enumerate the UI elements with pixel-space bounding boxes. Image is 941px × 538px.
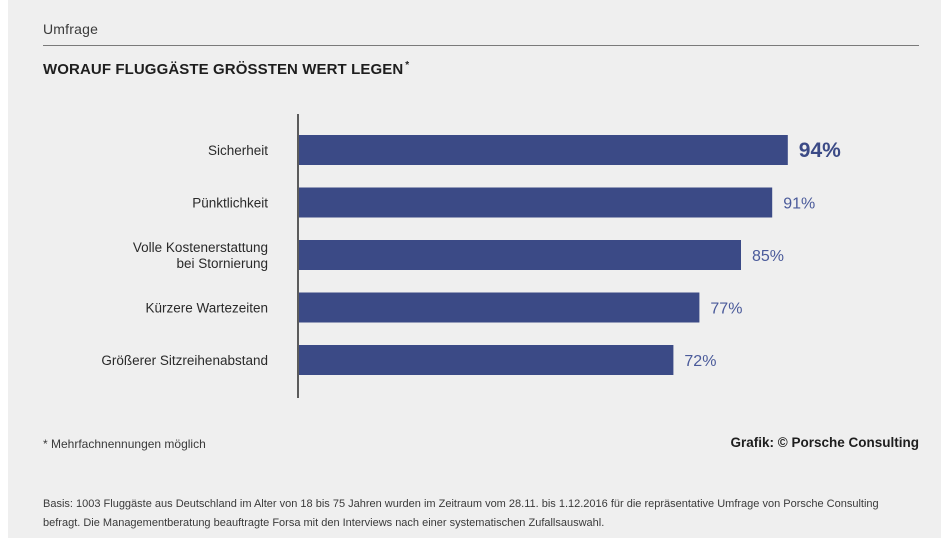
chart-title-text: WORAUF FLUGGÄSTE GRÖSSTEN WERT LEGEN <box>43 61 404 78</box>
value-label-1: 91% <box>783 196 815 213</box>
kicker-label: Umfrage <box>43 21 99 37</box>
category-label-0: Sicherheit <box>208 143 268 158</box>
category-label-1: Pünktlichkeit <box>192 196 268 211</box>
bar-0 <box>299 135 788 165</box>
basis-note: Basis: 1003 Fluggäste aus Deutschland im… <box>43 498 879 529</box>
category-label-4: Größerer Sitzreihenabstand <box>101 353 268 368</box>
credit-label: Grafik: © Porsche Consulting <box>730 435 919 450</box>
bar-4 <box>299 345 674 375</box>
value-label-3: 77% <box>710 301 742 318</box>
header-divider <box>43 45 919 46</box>
category-label-2: Volle Kostenerstattung bei Stornierung <box>133 240 268 271</box>
footnote: * Mehrfachnennungen möglich <box>43 437 206 451</box>
bar-3 <box>299 292 700 323</box>
bar-1 <box>299 187 773 218</box>
value-label-4: 72% <box>684 353 716 370</box>
chart-title: WORAUF FLUGGÄSTE GRÖSSTEN WERT LEGEN * <box>43 60 409 78</box>
bars-layer: Sicherheit 94% Pünktlichkeit 91% Volle Koste… <box>101 135 841 375</box>
value-label-2: 85% <box>752 248 784 265</box>
value-label-0: 94% <box>799 139 841 162</box>
category-label-3: Kürzere Wartezeiten <box>145 301 268 316</box>
title-footnote-marker: * <box>405 60 410 71</box>
bar-2 <box>299 240 741 270</box>
